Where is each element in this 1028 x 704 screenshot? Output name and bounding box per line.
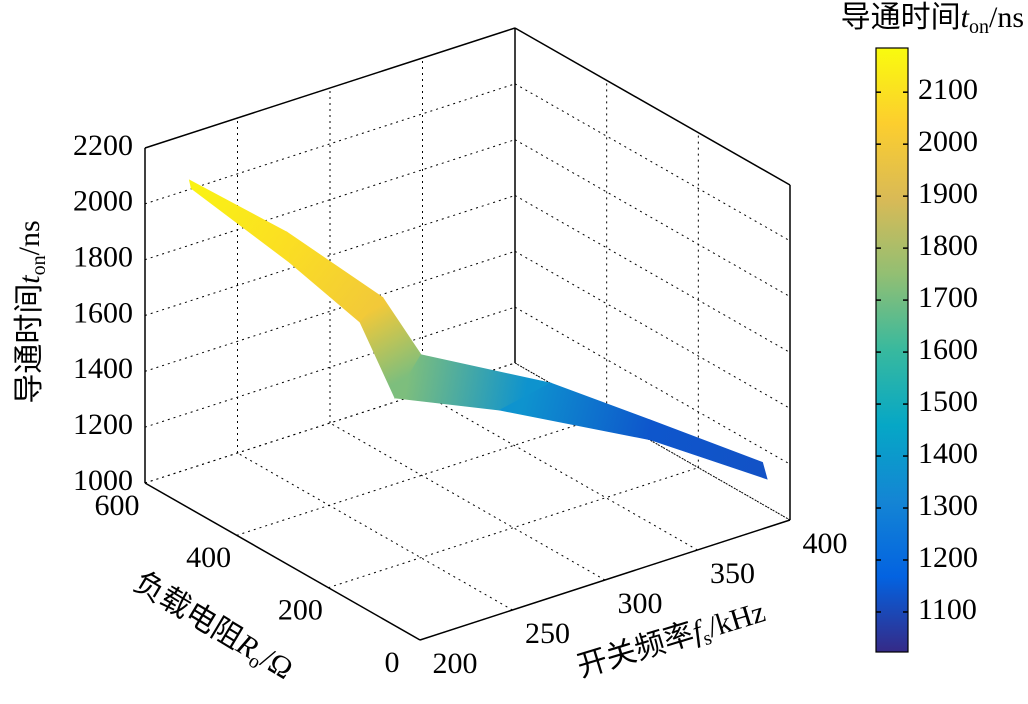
axis-edge: [514, 27, 791, 186]
colorbar-tick-label: 2100: [918, 73, 978, 106]
z-axis-label: 导通时间ton/ns: [13, 220, 50, 403]
surface-patch: [188, 179, 290, 264]
z-tick-label: 2200: [73, 129, 133, 162]
y-tick-label: 200: [278, 594, 323, 627]
colorbar-tick-label: 1300: [918, 489, 978, 522]
z-axis-label-part: t: [13, 275, 46, 284]
z-axis-label-part: /ns: [13, 220, 46, 255]
x-tick-label: 350: [710, 557, 755, 590]
colorbar-tick-label: 1700: [918, 281, 978, 314]
grid-line: [144, 306, 516, 428]
z-tick-label: 2000: [73, 185, 133, 218]
x-tick-label: 400: [803, 527, 848, 560]
y-axis-label-part: 负载电阻: [128, 566, 248, 656]
colorbar-tick-label: 1900: [918, 177, 978, 210]
grid-line: [236, 414, 607, 536]
colorbar-title-part: /ns: [989, 1, 1024, 34]
axis-edge: [419, 519, 791, 641]
y-tick-label: 0: [385, 646, 400, 679]
axis-edge: [144, 27, 516, 149]
z-axis-label-part: 导通时间: [13, 284, 46, 404]
x-tick-label: 250: [525, 617, 570, 650]
colorbar-title: 导通时间ton/ns: [841, 1, 1024, 38]
colorbar: [875, 47, 909, 653]
colorbar-tick-label: 1200: [918, 541, 978, 574]
grid-line: [329, 422, 606, 581]
z-tick-label: 1800: [73, 241, 133, 274]
z-tick-label: 1400: [73, 352, 133, 385]
z-tick-label: 1000: [73, 464, 133, 497]
colorbar-tick-label: 1400: [918, 437, 978, 470]
grid-line: [144, 83, 516, 205]
y-axis-label-part: /Ω: [255, 642, 298, 686]
x-tick-label: 200: [433, 647, 478, 680]
surface-patch: [649, 419, 768, 480]
colorbar-tick-label: 2000: [918, 125, 978, 158]
axis-edge: [144, 482, 421, 641]
y-tick-label: 400: [186, 541, 231, 574]
grid-line: [144, 195, 516, 316]
x-axis-label-part: 开关频率: [573, 617, 697, 684]
x-axis-label-part: /kHz: [704, 595, 769, 644]
grid-line: [328, 467, 699, 589]
colorbar-title-part: t: [961, 1, 970, 34]
grid-line: [514, 83, 791, 242]
grid-line: [514, 139, 791, 298]
colorbar-tick-label: 1600: [918, 333, 978, 366]
x-tick-label: 300: [618, 587, 663, 620]
colorbar-tick-label: 1100: [918, 593, 977, 626]
y-axis-label: 负载电阻Ro/Ω: [126, 566, 298, 690]
x-axis-label: 开关频率fs/kHz: [573, 595, 770, 687]
colorbar-tick-label: 1500: [918, 385, 978, 418]
y-tick-label: 600: [95, 489, 140, 522]
z-axis-label-part: on: [28, 255, 50, 275]
surface-patch: [286, 231, 384, 323]
colorbar-tick-label: 1800: [918, 229, 978, 262]
z-tick-label: 1600: [73, 296, 133, 329]
colorbar-title-part: 导通时间: [841, 1, 961, 34]
grid-line: [237, 452, 513, 611]
grid-line: [514, 195, 791, 353]
grid-line: [144, 139, 516, 261]
z-tick-label: 1200: [73, 408, 133, 441]
colorbar-title-part: on: [969, 16, 989, 38]
grid-line: [144, 250, 516, 372]
